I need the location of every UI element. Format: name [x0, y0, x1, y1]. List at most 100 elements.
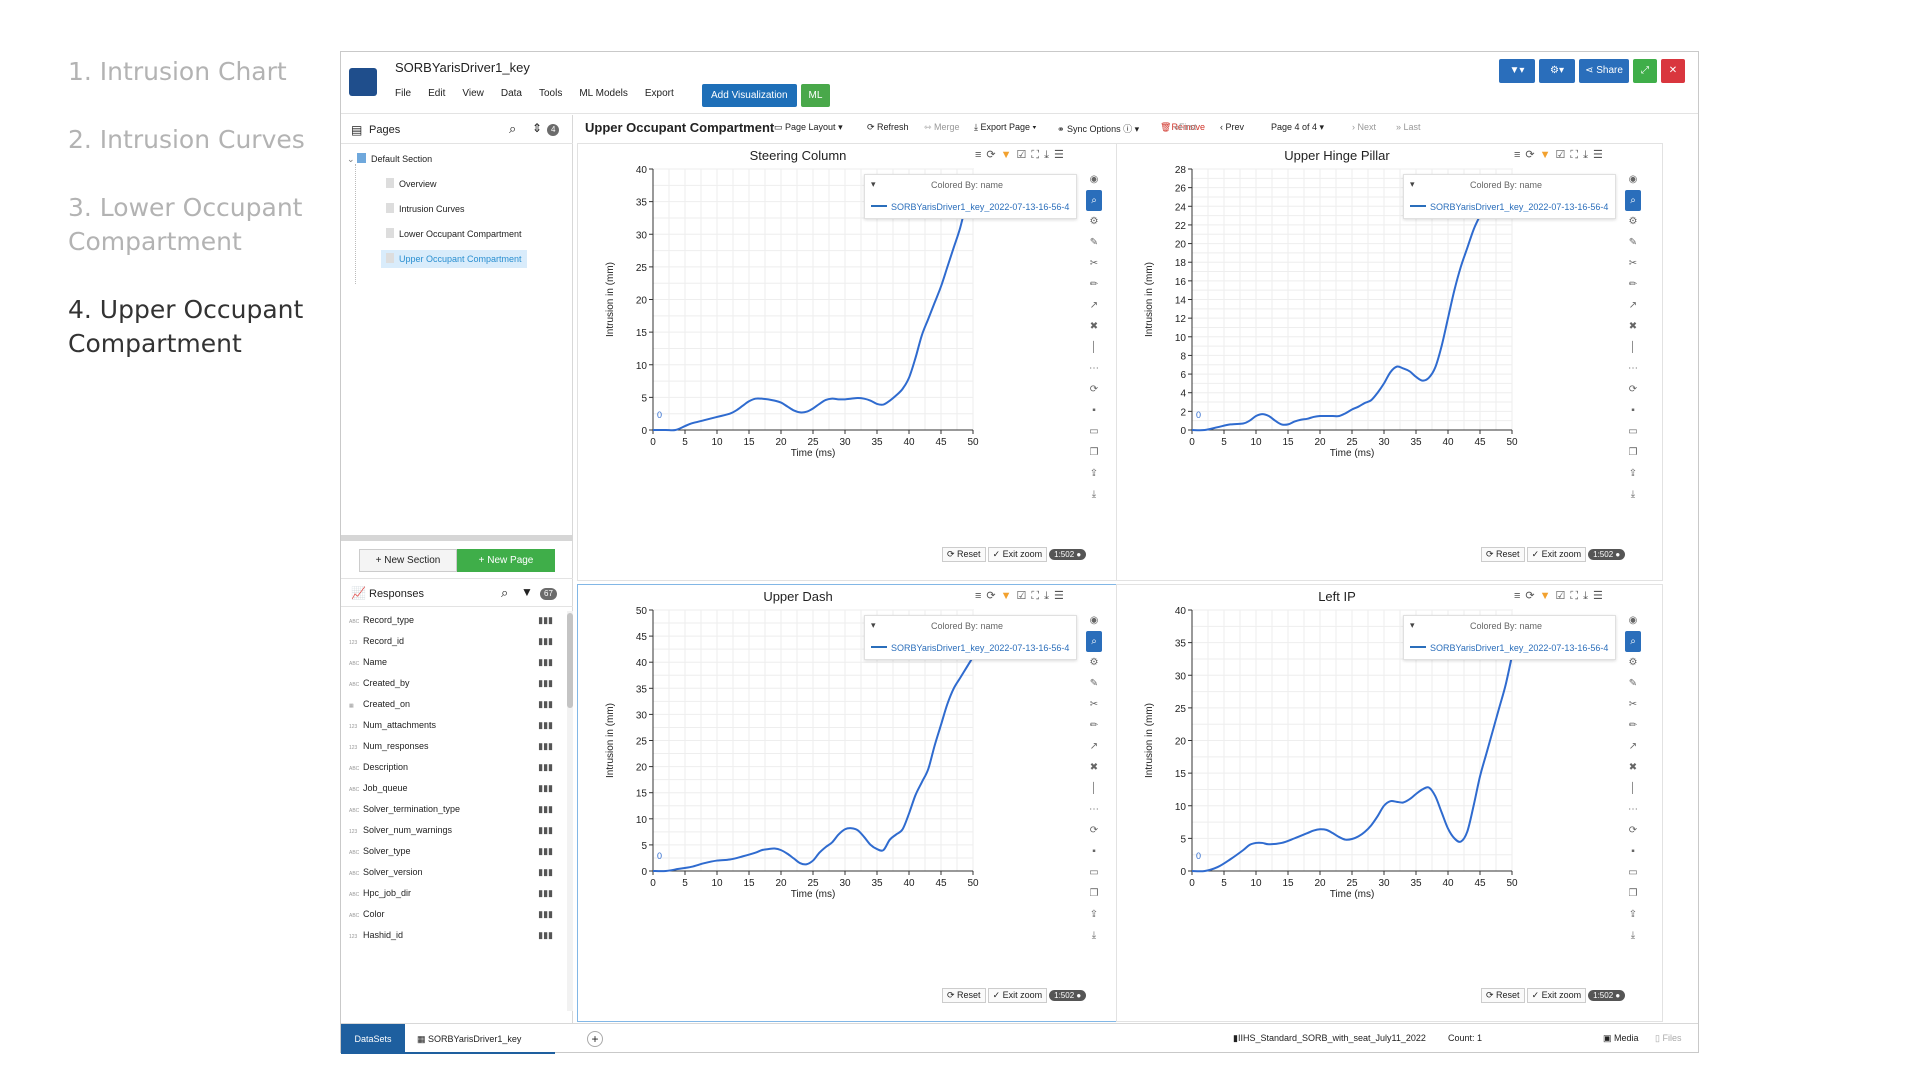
more-icon[interactable]: ⋯: [1628, 363, 1638, 374]
fullscreen-icon[interactable]: ⛶: [1031, 590, 1045, 602]
pen-icon[interactable]: ✎: [1628, 678, 1638, 689]
checkbox-icon[interactable]: ☑: [1555, 149, 1571, 161]
sort-icon[interactable]: ⇕: [532, 121, 543, 135]
share-button[interactable]: ⋖ Share: [1579, 59, 1629, 83]
sidebar-splitter[interactable]: [341, 535, 573, 541]
more-icon[interactable]: ⋯: [1089, 804, 1099, 815]
bar-chart-icon[interactable]: ▮▮▮: [538, 741, 553, 751]
menu-data[interactable]: Data: [500, 88, 522, 99]
bar-chart-icon[interactable]: ▮▮▮: [538, 762, 553, 772]
menu-view[interactable]: View: [462, 88, 484, 99]
responses-scroll-thumb[interactable]: [567, 613, 573, 708]
tools-icon[interactable]: ✖: [1628, 762, 1638, 773]
keyboard-icon[interactable]: ▭: [1628, 867, 1638, 878]
bar-chart-icon[interactable]: ▮▮▮: [538, 678, 553, 688]
bar-chart-icon[interactable]: ▮▮▮: [538, 846, 553, 856]
keyboard-icon[interactable]: ▭: [1089, 426, 1099, 437]
exit-zoom-button[interactable]: ✓ Exit zoom: [987, 988, 1048, 1003]
gear-icon[interactable]: ⚙: [1089, 216, 1099, 227]
download-icon[interactable]: ⤓: [1630, 930, 1636, 941]
save-icon[interactable]: ▪: [1631, 405, 1635, 416]
chart-panel[interactable]: Upper Hinge Pillar ≡⟳▼☑⛶⤓☰ ◉ ⌕ ⚙ ✎ ✂ ✏ ↗ ✖ │ ⋯ ⟳ ▪ ▭ ❐ ⇪…: [1116, 143, 1663, 581]
download-icon[interactable]: ⤓: [1091, 489, 1097, 500]
response-item[interactable]: ABC Job_queue ▮▮▮: [349, 778, 561, 798]
sliders-icon[interactable]: ≡: [1514, 590, 1526, 602]
response-item[interactable]: 123 Record_id ▮▮▮: [349, 631, 561, 651]
refresh-icon[interactable]: ⟳: [1525, 590, 1540, 602]
eye-icon[interactable]: ◉: [1089, 615, 1099, 626]
response-item[interactable]: 123 Solver_num_warnings ▮▮▮: [349, 820, 561, 840]
separator-icon[interactable]: │: [1090, 342, 1098, 353]
exit-zoom-button[interactable]: ✓ Exit zoom: [987, 547, 1048, 562]
sliders-icon[interactable]: ≡: [1514, 149, 1526, 161]
menu-file[interactable]: File: [395, 88, 412, 99]
pen-icon[interactable]: ✎: [1628, 237, 1638, 248]
next-button[interactable]: › Next: [1352, 122, 1376, 132]
media-button[interactable]: ▣ Media: [1603, 1033, 1639, 1044]
copy-icon[interactable]: ❐: [1628, 888, 1638, 899]
scissors-icon[interactable]: ✂: [1089, 699, 1099, 710]
merge-button[interactable]: ⇿ Merge: [924, 122, 960, 133]
tree-item-intrusion-curves[interactable]: Intrusion Curves: [386, 200, 465, 218]
filter-icon[interactable]: ▼: [521, 585, 533, 599]
response-item[interactable]: ABC Hpc_job_dir ▮▮▮: [349, 883, 561, 903]
refresh-icon[interactable]: ⟳: [986, 590, 1001, 602]
export-page-button[interactable]: ⤓ Export Page ▾: [974, 122, 1037, 132]
search-icon[interactable]: ⌕: [509, 121, 517, 136]
bar-chart-icon[interactable]: ▮▮▮: [538, 867, 553, 877]
bar-chart-icon[interactable]: ▮▮▮: [538, 720, 553, 730]
tools-icon[interactable]: ✖: [1089, 321, 1099, 332]
datasets-tab[interactable]: DataSets: [341, 1024, 405, 1054]
ml-button[interactable]: ML: [801, 84, 830, 107]
menu-ml-models[interactable]: ML Models: [579, 88, 628, 99]
legend-entry[interactable]: SORBYarisDriver1_key_2022-07-13-16-56-4: [871, 643, 1071, 653]
response-item[interactable]: ABC Description ▮▮▮: [349, 757, 561, 777]
sync-options-button[interactable]: ⚭ Sync Options ⓘ ▾: [1057, 124, 1140, 134]
refresh-icon[interactable]: ⟳: [1525, 149, 1540, 161]
first-button[interactable]: «First: [1174, 122, 1197, 132]
rotate-icon[interactable]: ⟳: [1628, 384, 1638, 395]
dataset-tab[interactable]: ▦ SORBYarisDriver1_key: [405, 1024, 555, 1054]
refresh-button[interactable]: ⟳ Refresh: [867, 122, 909, 133]
download-icon[interactable]: ⤓: [1630, 489, 1636, 500]
copy-icon[interactable]: ❐: [1089, 888, 1099, 899]
tree-section-default[interactable]: ⌄ Default Section: [347, 150, 432, 168]
new-section-button[interactable]: + New Section: [359, 549, 457, 572]
new-page-button[interactable]: + New Page: [457, 549, 555, 572]
series-line[interactable]: [1191, 655, 1513, 873]
refresh-icon[interactable]: ⟳: [986, 149, 1001, 161]
remove-button[interactable]: 🗑Remove: [1160, 122, 1205, 133]
more-icon[interactable]: ⋯: [1628, 804, 1638, 815]
settings-dropdown-button[interactable]: ⚙▾: [1539, 59, 1575, 83]
rotate-icon[interactable]: ⟳: [1089, 384, 1099, 395]
zoom-icon[interactable]: ⌕: [1625, 631, 1641, 652]
arrow-icon[interactable]: ↗: [1089, 741, 1099, 752]
rotate-icon[interactable]: ⟳: [1089, 825, 1099, 836]
sliders-icon[interactable]: ≡: [975, 590, 987, 602]
save-icon[interactable]: ▪: [1092, 846, 1096, 857]
bar-chart-icon[interactable]: ▮▮▮: [538, 909, 553, 919]
eye-icon[interactable]: ◉: [1089, 174, 1099, 185]
menu-icon[interactable]: ☰: [1592, 149, 1608, 161]
tools-icon[interactable]: ✖: [1089, 762, 1099, 773]
last-button[interactable]: » Last: [1396, 122, 1421, 132]
pencil-icon[interactable]: ✏: [1089, 720, 1099, 731]
filter-icon[interactable]: ▼: [1000, 149, 1017, 161]
tree-item-upper-occupant[interactable]: Upper Occupant Compartment: [381, 250, 527, 268]
filter-icon[interactable]: ▼: [1000, 590, 1017, 602]
pencil-icon[interactable]: ✏: [1628, 279, 1638, 290]
response-item[interactable]: ABC Solver_version ▮▮▮: [349, 862, 561, 882]
bar-chart-icon[interactable]: ▮▮▮: [538, 930, 553, 940]
checkbox-icon[interactable]: ☑: [1016, 149, 1032, 161]
fullscreen-icon[interactable]: ⛶: [1031, 149, 1045, 161]
chevron-down-icon[interactable]: ▾: [1410, 620, 1415, 630]
bar-chart-icon[interactable]: ▮▮▮: [538, 699, 553, 709]
tree-item-overview[interactable]: Overview: [386, 175, 437, 193]
checkbox-icon[interactable]: ☑: [1016, 590, 1032, 602]
zoom-icon[interactable]: ⌕: [1625, 190, 1641, 211]
gear-icon[interactable]: ⚙: [1628, 657, 1638, 668]
response-item[interactable]: ABC Created_by ▮▮▮: [349, 673, 561, 693]
download-icon[interactable]: ⤓: [1091, 930, 1097, 941]
bar-chart-icon[interactable]: ▮▮▮: [538, 804, 553, 814]
fullscreen-icon[interactable]: ⛶: [1570, 590, 1584, 602]
